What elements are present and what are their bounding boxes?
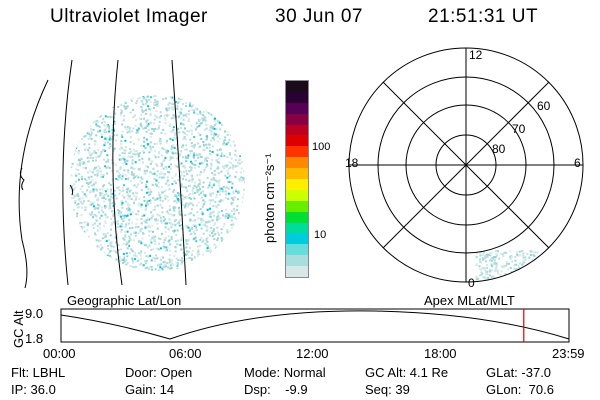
gain-info: Gain: 14 [125,382,175,397]
glon-info: GLon: 70.6 [486,382,554,397]
mlt-0-label: 0 [468,276,475,290]
instrument-title: Ultraviolet Imager [50,6,208,27]
colorbar-unit-label: photon cm⁻²s⁻¹ [262,153,277,243]
apex-panel-label: Apex MLat/MLT [424,293,515,308]
colorbar-segment [286,102,308,114]
colorbar-segment [286,244,308,256]
timeline-xtick-0000: 00:00 [43,346,76,361]
coastline [19,167,74,196]
altitude-timeline [60,308,570,343]
colorbar-segment [286,211,308,223]
colorbar-segment [286,81,308,92]
dsp-info: Dsp: -9.9 [244,382,308,397]
uv-emission-dots [69,95,245,271]
colorbar-tick-100: 100 [312,141,331,153]
timeline-ytick-max: 9.0 [25,306,44,321]
seq-info: Seq: 39 [365,382,410,397]
colorbar-segment [286,91,308,103]
geographic-panel-label: Geographic Lat/Lon [67,293,182,308]
door-info: Door: Open [125,365,193,380]
colorbar-segment [286,157,308,169]
timeline-xtick-2359: 23:59 [552,346,585,361]
timeline-xtick-1800: 18:00 [424,346,457,361]
colorbar-segment [286,200,308,212]
timeline-ytick-min: 1.8 [25,331,44,346]
apex-polar-plot: 12 18 6 0 60 70 80 [345,47,584,290]
mlt-6-label: 6 [574,156,581,170]
geographic-grid [18,59,187,289]
colorbar-segment [286,222,308,234]
polar-labels: 12 18 6 0 60 70 80 [345,48,581,290]
glat-info: GLat: -37.0 [486,365,552,380]
mlat-60-label: 60 [537,99,551,113]
colorbar [285,80,309,278]
mlat-70-label: 70 [512,122,526,136]
date-label: 30 Jun 07 [275,6,363,27]
colorbar-segment [286,266,308,278]
colorbar-segment [286,255,308,267]
timeline-axis-label: GC Alt [11,310,26,348]
colorbar-segment [286,146,308,158]
geographic-image [18,59,245,289]
colorbar-segment [286,233,308,245]
colorbar-segment [286,189,308,201]
timeline-xtick-0600: 06:00 [169,346,202,361]
ip-info: IP: 36.0 [11,382,56,397]
mlt-12-label: 12 [469,48,483,62]
timeline-xtick-1200: 12:00 [296,346,329,361]
colorbar-segment [286,124,308,136]
mlt-18-label: 18 [345,156,359,170]
colorbar-segment [286,113,308,125]
altitude-curve [60,310,570,340]
mlat-80-label: 80 [492,142,506,156]
colorbar-segment [286,168,308,180]
colorbar-tick-10: 10 [314,229,327,241]
colorbar-segment [286,135,308,147]
polar-grid [348,47,584,283]
colorbar-segment [286,179,308,190]
mode-info: Mode: Normal [244,365,326,380]
filter-info: Flt: LBHL [11,365,66,380]
uv-emission-dots-polar [475,250,557,282]
gc-alt-info: GC Alt: 4.1 Re [365,365,449,380]
time-label: 21:51:31 UT [428,6,539,27]
